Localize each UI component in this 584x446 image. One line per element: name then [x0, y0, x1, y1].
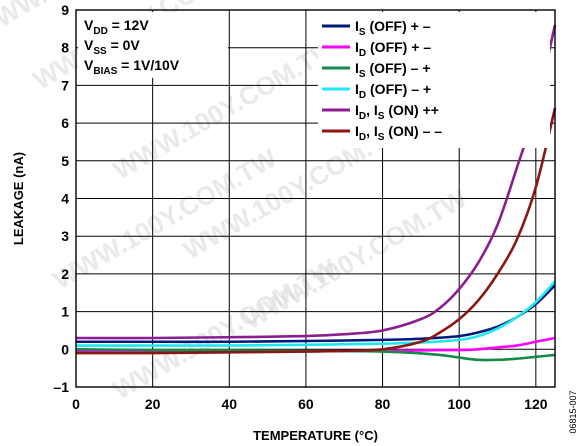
y-tick-label: 6: [61, 115, 69, 131]
legend-box: [318, 12, 550, 148]
x-tick-label: 0: [72, 396, 80, 412]
x-tick-label: 60: [298, 396, 314, 412]
x-tick-labels: 0 20 40 60 80 100 120: [72, 396, 548, 412]
legend: IS (OFF) + –ID (OFF) + –IS (OFF) – +ID (…: [318, 12, 550, 148]
legend-entry: ID (OFF) + –: [355, 39, 431, 59]
y-tick-label: 2: [61, 266, 69, 282]
legend-entry: IS (OFF) – +: [355, 60, 431, 80]
legend-entry: ID, IS (ON) ++: [355, 102, 439, 122]
y-tick-label: 7: [61, 77, 69, 93]
figure-id: 06815-007: [568, 390, 578, 433]
x-tick-label: 20: [145, 396, 161, 412]
y-tick-label: 9: [61, 2, 69, 18]
x-axis-label: TEMPERATURE (°C): [253, 428, 378, 443]
series-line: [75, 107, 557, 355]
series-line: [75, 280, 556, 347]
legend-entry: ID (OFF) – +: [355, 81, 431, 101]
x-tick-label: 120: [524, 396, 548, 412]
legend-entry: ID, IS (ON) – –: [355, 123, 442, 143]
y-tick-label: 5: [61, 153, 69, 169]
y-axis-label: LEAKAGE (nA): [11, 152, 26, 245]
y-tick-label: 4: [61, 191, 69, 207]
series-line: [75, 24, 557, 340]
y-tick-labels: –1 0 1 2 3 4 5 6 7 8 9: [53, 2, 69, 395]
plot-frame: [75, 9, 556, 388]
y-tick-label: 3: [61, 228, 69, 244]
condition-line: VDD = 12V: [84, 17, 149, 37]
conditions-box: [78, 12, 228, 78]
y-tick-label: –1: [53, 379, 69, 395]
x-tick-label: 80: [375, 396, 391, 412]
y-tick-label: 8: [61, 40, 69, 56]
series-line: [75, 348, 556, 362]
y-tick-label: 1: [61, 304, 69, 320]
legend-entry: IS (OFF) + –: [355, 18, 431, 38]
condition-line: VBIAS = 1V/10V: [84, 57, 180, 77]
series-layer: [75, 24, 557, 362]
y-tick-label: 0: [61, 341, 69, 357]
condition-line: VSS = 0V: [84, 37, 140, 57]
x-tick-label: 100: [448, 396, 472, 412]
x-tick-label: 40: [221, 396, 237, 412]
